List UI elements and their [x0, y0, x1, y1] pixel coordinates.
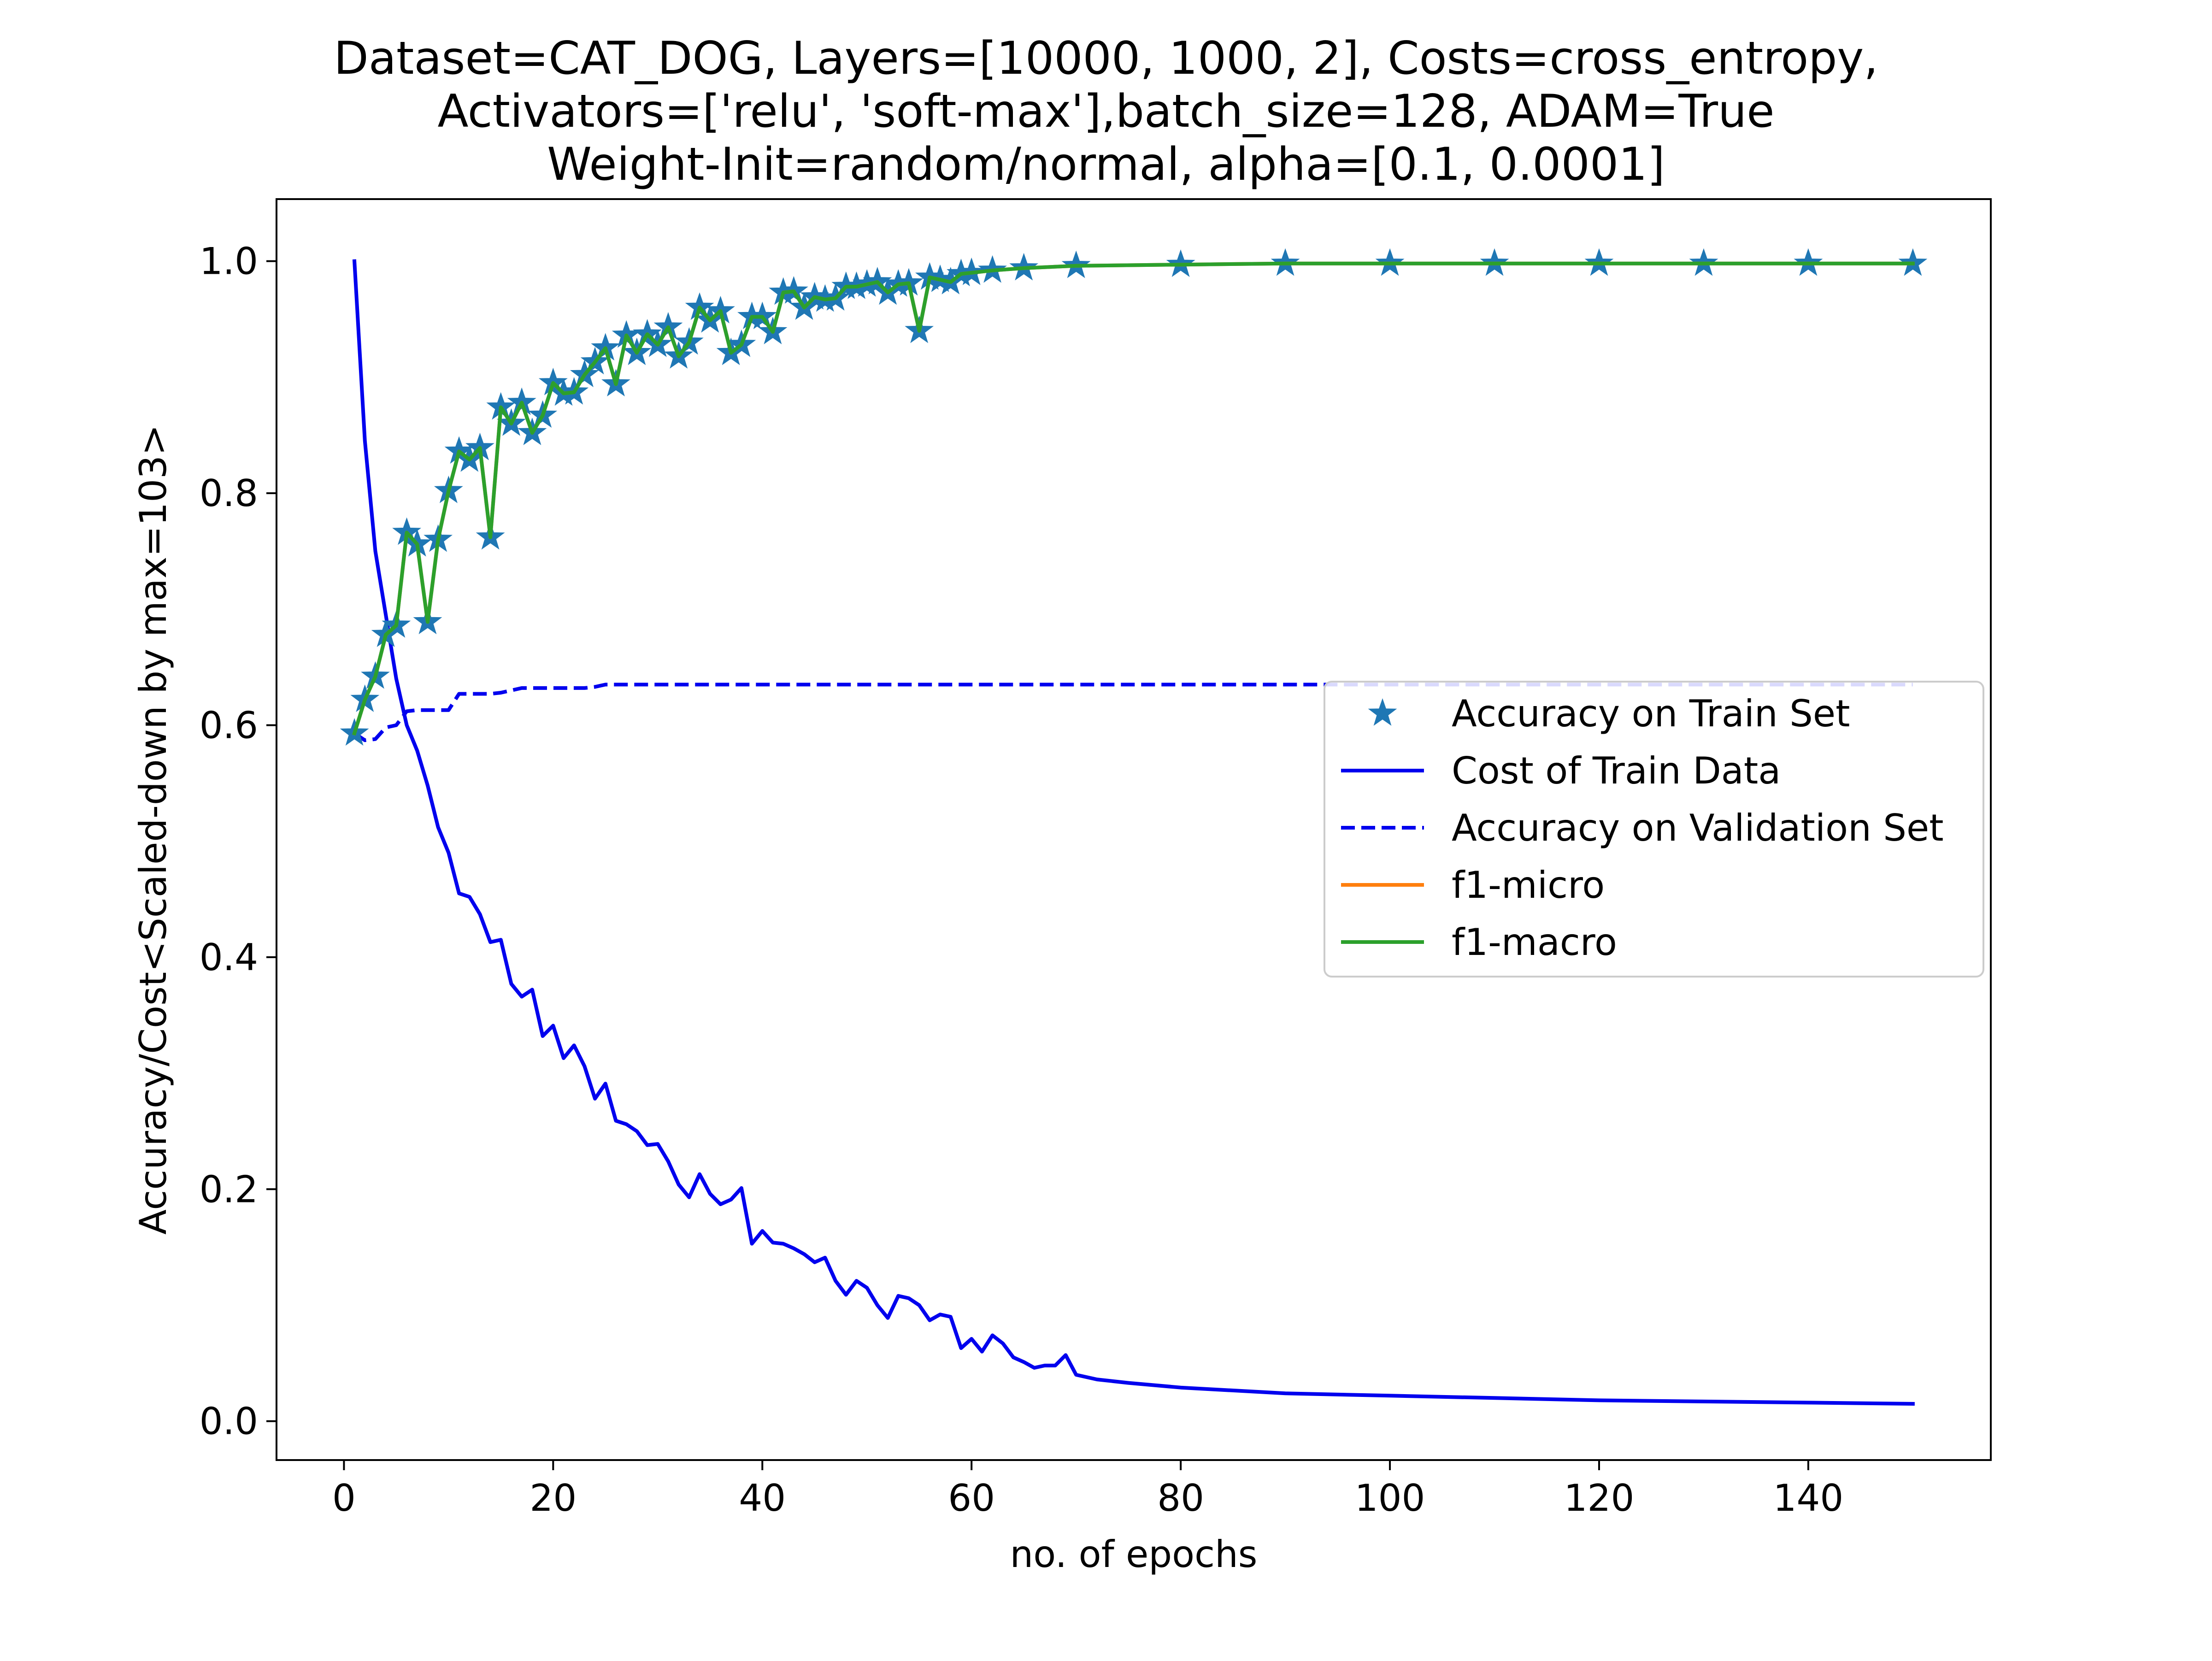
legend: Accuracy on Train Set Cost of Train Data A… — [1324, 681, 1984, 978]
legend-item-accuracy-on-train-set: Accuracy on Train Set — [1368, 692, 1850, 735]
title-line-1: Dataset=CAT_DOG, Layers=[10000, 1000, 2]… — [334, 32, 1878, 85]
x-tick-label: 120 — [1564, 1477, 1635, 1520]
legend-item-f1-macro: f1-macro — [1341, 921, 1617, 964]
x-axis-label: no. of epochs — [1010, 1533, 1258, 1576]
series-line-accuracy-on-validation-set — [353, 683, 1913, 742]
y-tick-label: 0.8 — [200, 472, 258, 515]
plot-frame — [276, 198, 1992, 1461]
y-tick-label: 0.2 — [200, 1168, 258, 1211]
legend-item-cost-of-train-data: Cost of Train Data — [1341, 749, 1781, 792]
x-tick-label: 60 — [948, 1477, 995, 1520]
x-axis: 0 20 40 60 80 100 120 140 — [332, 1460, 1843, 1520]
y-tick-label: 0.4 — [200, 936, 258, 979]
legend-label: f1-macro — [1452, 921, 1617, 964]
y-axis-label: Accuracy/Cost<Scaled-down by max=103> — [132, 424, 175, 1235]
x-tick-label: 140 — [1773, 1477, 1844, 1520]
title-line-2: Activators=['relu', 'soft-max'],batch_si… — [437, 85, 1774, 138]
x-tick-label: 80 — [1157, 1477, 1204, 1520]
legend-label: Accuracy on Validation Set — [1452, 807, 1944, 849]
plot-layer — [340, 248, 1928, 1406]
chart-title: Dataset=CAT_DOG, Layers=[10000, 1000, 2]… — [334, 32, 1878, 191]
legend-box — [1324, 681, 1984, 978]
title-line-3: Weight-Init=random/normal, alpha=[0.1, 0… — [547, 138, 1665, 191]
legend-item-f1-micro: f1-micro — [1341, 864, 1605, 907]
x-tick-label: 100 — [1355, 1477, 1425, 1520]
y-tick-label: 0.0 — [200, 1400, 258, 1443]
x-tick-label: 20 — [529, 1477, 577, 1520]
legend-label: Cost of Train Data — [1452, 749, 1781, 792]
series-line-f1-macro — [352, 261, 1915, 736]
y-tick-label: 0.6 — [200, 704, 258, 747]
legend-swatch — [1368, 698, 1397, 726]
legend-item-accuracy-on-validation-set: Accuracy on Validation Set — [1341, 807, 1944, 849]
series-line-cost-of-train-data — [352, 259, 1915, 1406]
y-tick-label: 1.0 — [200, 240, 258, 283]
legend-label: Accuracy on Train Set — [1452, 692, 1850, 735]
x-tick-label: 0 — [332, 1477, 356, 1520]
legend-label: f1-micro — [1452, 864, 1605, 907]
y-axis: 0.0 0.2 0.4 0.6 0.8 1.0 — [200, 240, 276, 1443]
x-tick-label: 40 — [739, 1477, 786, 1520]
